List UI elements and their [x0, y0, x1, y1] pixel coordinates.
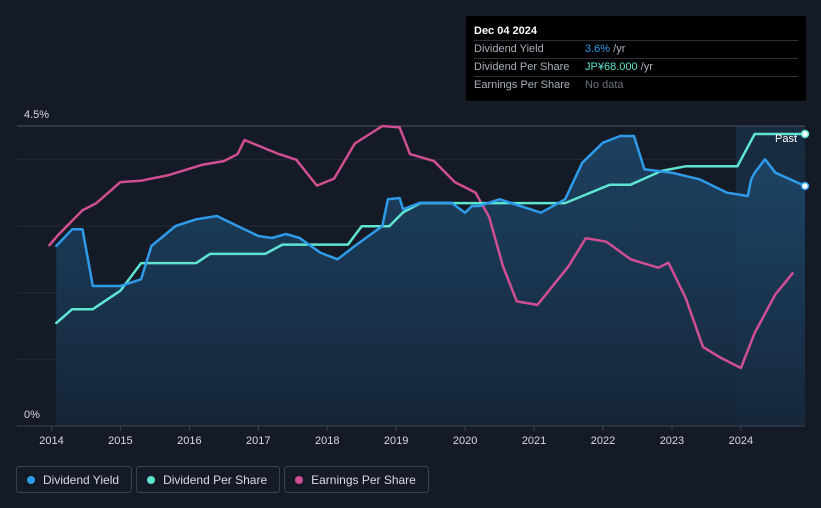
legend-label: Dividend Per Share [163, 472, 268, 487]
chart-legend: Dividend Yield Dividend Per Share Earnin… [16, 466, 429, 493]
tooltip-row-dividend-yield: Dividend Yield 3.6% /yr [474, 40, 798, 58]
legend-dividend-per-share[interactable]: Dividend Per Share [136, 466, 281, 493]
x-tick-label: 2018 [315, 435, 339, 447]
dividend-yield-area [56, 136, 806, 426]
series-lines [48, 124, 807, 370]
x-tick-label: 2017 [246, 435, 270, 447]
tooltip-label: Earnings Per Share [474, 79, 570, 91]
x-tick-label: 2015 [108, 435, 132, 447]
x-tick-label: 2016 [177, 435, 201, 447]
legend-dot-icon [147, 475, 156, 484]
tooltip-unit: /yr [610, 43, 626, 55]
dividend-yield-line [55, 134, 807, 288]
x-tick-label: 2022 [591, 435, 615, 447]
y-axis-ticks: 4.5% 0% [24, 109, 49, 421]
x-tick-label: 2014 [39, 435, 63, 447]
legend-label: Dividend Yield [43, 472, 120, 487]
tooltip-label: Dividend Per Share [474, 61, 570, 73]
legend-earnings-per-share[interactable]: Earnings Per Share [284, 466, 429, 493]
end-markers [800, 129, 810, 191]
legend-label: Earnings Per Share [311, 472, 416, 487]
tooltip-dps-value: JP¥68.000 [585, 61, 638, 73]
legend-dot-icon [295, 475, 304, 484]
dividend-per-share-end-marker [800, 129, 810, 139]
tooltip-date: Dec 04 2024 [474, 25, 537, 37]
dividend-per-share-line [55, 132, 807, 325]
tooltip-value: JP¥68.000 /yr [585, 59, 653, 76]
tooltip-row-earnings-per-share: Earnings Per Share No data [474, 76, 798, 94]
dividend-yield-end-marker [800, 181, 810, 191]
y-tick-label: 4.5% [24, 109, 49, 121]
tooltip-value: 3.6% /yr [585, 41, 625, 58]
earnings-per-share-line [48, 124, 794, 370]
y-tick-label: 0% [24, 409, 40, 421]
x-tick-label: 2021 [522, 435, 546, 447]
hover-tooltip: Dec 04 2024 Dividend Yield 3.6% /yr Divi… [466, 16, 806, 101]
x-axis-ticks: 2014 2015 2016 2017 2018 2019 2020 2021 2022 2023… [39, 426, 753, 447]
x-tick-label: 2019 [384, 435, 408, 447]
tooltip-row-dividend-per-share: Dividend Per Share JP¥68.000 /yr [474, 58, 798, 76]
legend-dot-icon [27, 475, 35, 484]
tooltip-unit: /yr [637, 61, 653, 73]
legend-dividend-yield[interactable]: Dividend Yield [16, 466, 133, 493]
tooltip-yield-value: 3.6% [585, 43, 611, 55]
past-label: Past [775, 133, 797, 145]
x-tick-label: 2024 [729, 435, 753, 447]
x-tick-label: 2020 [453, 435, 477, 447]
x-tick-label: 2023 [660, 435, 684, 447]
tooltip-label: Dividend Yield [474, 43, 544, 55]
tooltip-eps-value: No data [585, 79, 624, 91]
